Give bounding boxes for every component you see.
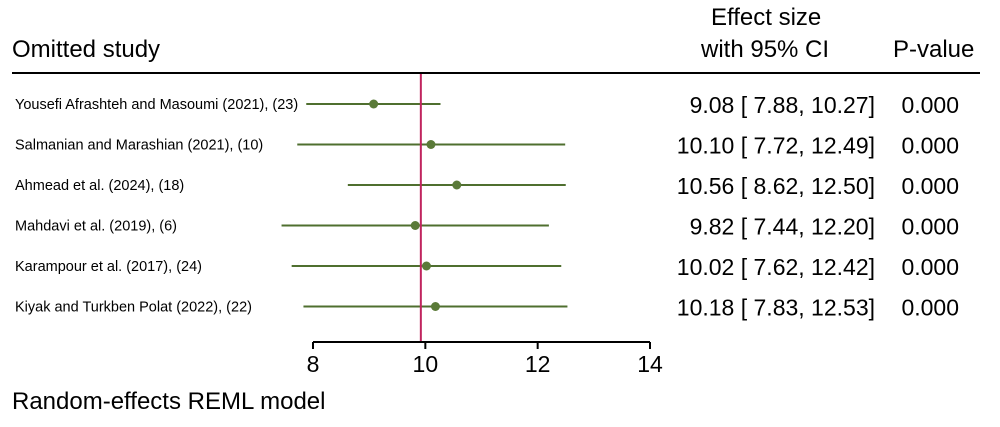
- p-value: 0.000: [901, 133, 959, 159]
- x-tick-label: 8: [307, 351, 320, 377]
- p-value: 0.000: [901, 254, 959, 280]
- ci-header: with 95% CI: [701, 36, 830, 63]
- effect-point: [410, 221, 420, 230]
- p-value: 0.000: [901, 173, 959, 199]
- study-label: Kiyak and Turkben Polat (2022), (22): [15, 300, 252, 316]
- effect-point: [452, 180, 462, 190]
- p-value: 0.000: [901, 214, 959, 240]
- model-footnote: Random-effects REML model: [12, 388, 326, 415]
- study-label: Yousefi Afrashteh and Masoumi (2021), (2…: [15, 97, 298, 113]
- p-value: 0.000: [901, 92, 959, 118]
- x-tick-label: 12: [525, 351, 551, 377]
- effect-ci-value: 9.08 [ 7.88, 10.27]: [690, 92, 875, 118]
- effect-ci-value: 10.10 [ 7.72, 12.49]: [677, 133, 875, 159]
- effect-ci-value: 10.18 [ 7.83, 12.53]: [677, 295, 875, 321]
- effect-point: [421, 261, 431, 271]
- x-tick-label: 10: [413, 351, 439, 377]
- x-tick-label: 14: [637, 351, 663, 377]
- p-value: 0.000: [901, 295, 959, 321]
- effect-point: [369, 99, 379, 109]
- effect-ci-value: 10.56 [ 8.62, 12.50]: [677, 173, 875, 199]
- study-label: Salmanian and Marashian (2021), (10): [15, 138, 263, 154]
- effect-point: [426, 140, 436, 149]
- study-label: Ahmead et al. (2024), (18): [15, 178, 184, 194]
- omitted-study-header: Omitted study: [12, 36, 161, 63]
- effect-ci-value: 10.02 [ 7.62, 12.42]: [677, 254, 875, 280]
- pvalue-header: P-value: [893, 36, 975, 63]
- effect-point: [430, 302, 440, 311]
- effect-ci-value: 9.82 [ 7.44, 12.20]: [690, 214, 875, 240]
- study-label: Mahdavi et al. (2019), (6): [15, 219, 177, 235]
- study-label: Karampour et al. (2017), (24): [15, 259, 202, 275]
- rows-layer: Yousefi Afrashteh and Masoumi (2021), (2…: [15, 74, 959, 342]
- x-axis: 8 10 12 14: [307, 341, 663, 377]
- effect-size-header: Effect size: [711, 4, 822, 31]
